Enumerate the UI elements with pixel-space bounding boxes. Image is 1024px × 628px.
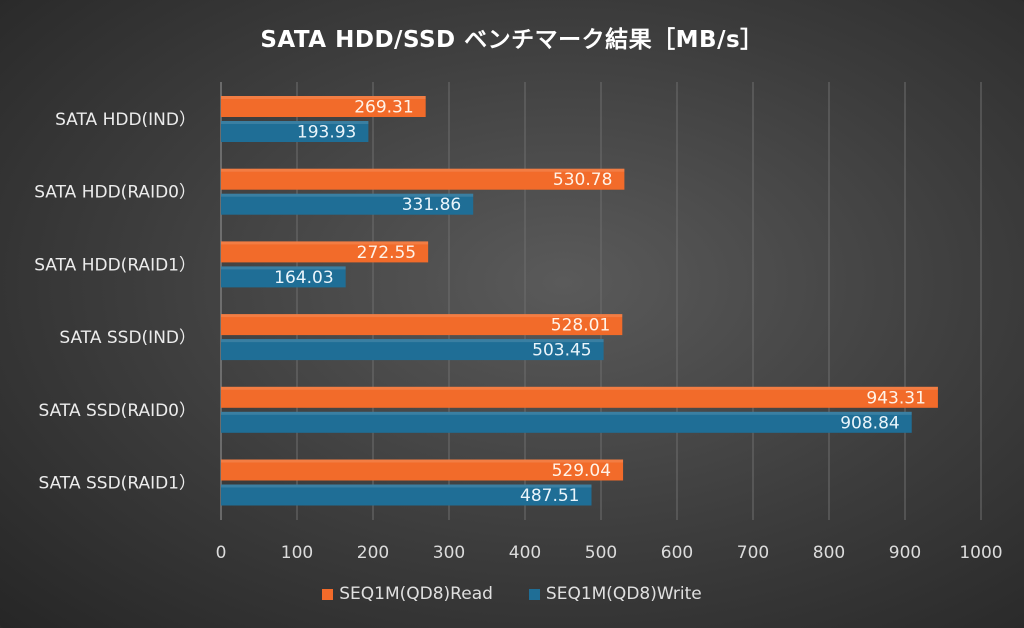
bar-highlight [221,386,938,390]
bar-write [221,339,604,361]
data-label-write: 487.51 [520,486,579,506]
data-label-read: 943.31 [866,388,925,408]
bar-read [221,168,625,190]
category-label: SATA HDD(RAID0） [34,183,196,203]
x-tick-label: 600 [661,543,693,563]
x-tick-label: 100 [281,543,313,563]
bar-highlight [221,121,369,124]
x-tick-label: 800 [813,543,845,563]
legend-swatch-read [322,588,334,600]
legend-label-write: SEQ1M(QD8)Write [545,584,702,604]
bar-highlight [221,411,912,415]
legend-item-write: SEQ1M(QD8)Write [528,584,702,604]
bar-write [221,484,592,506]
bar-write [221,121,369,142]
bar-highlight [221,459,624,463]
bar-highlight [221,339,604,343]
x-tick-label: 300 [433,543,465,563]
legend-item-read: SEQ1M(QD8)Read [322,584,493,604]
bar-highlight [221,96,426,99]
bar-write [221,411,912,433]
data-label-read: 529.04 [552,461,611,481]
category-label: SATA SSD(RAID1） [39,474,197,494]
x-tick-label: 500 [585,543,617,563]
data-label-write: 193.93 [297,123,356,143]
category-label: SATA HDD(RAID1） [34,255,196,275]
x-tick-label: 900 [889,543,921,563]
category-label: SATA SSD(RAID0） [39,401,197,421]
legend: SEQ1M(QD8)Read SEQ1M(QD8)Write [0,584,1024,604]
data-label-write: 164.03 [274,268,333,288]
x-tick-label: 400 [509,543,541,563]
data-label-write: 503.45 [532,341,591,361]
bar-write [221,193,474,215]
bar-read [221,459,624,481]
bar-read [221,96,426,117]
x-tick-label: 1000 [959,543,1002,563]
category-label: SATA HDD(IND） [55,110,196,130]
chart-title: SATA HDD/SSD ベンチマーク結果［MB/s］ [260,27,764,53]
bar-highlight [221,168,625,172]
bar-highlight [221,314,623,318]
bar-highlight [221,484,592,488]
bar-write [221,266,346,288]
data-label-write: 331.86 [402,195,461,215]
data-label-read: 530.78 [553,170,612,190]
legend-swatch-write [528,588,540,600]
bar-read [221,314,623,336]
x-tick-label: 0 [216,543,227,563]
data-label-read: 272.55 [357,243,416,263]
data-label-read: 269.31 [354,98,413,118]
data-label-write: 908.84 [840,413,899,433]
x-tick-label: 200 [357,543,389,563]
legend-label-read: SEQ1M(QD8)Read [339,584,493,604]
bar-highlight [221,266,346,270]
category-label: SATA SSD(IND） [59,328,196,348]
bar-highlight [221,241,429,245]
x-tick-label: 700 [737,543,769,563]
bar-highlight [221,193,474,197]
bar-read [221,241,429,263]
data-label-read: 528.01 [551,316,610,336]
bar-read [221,386,938,408]
